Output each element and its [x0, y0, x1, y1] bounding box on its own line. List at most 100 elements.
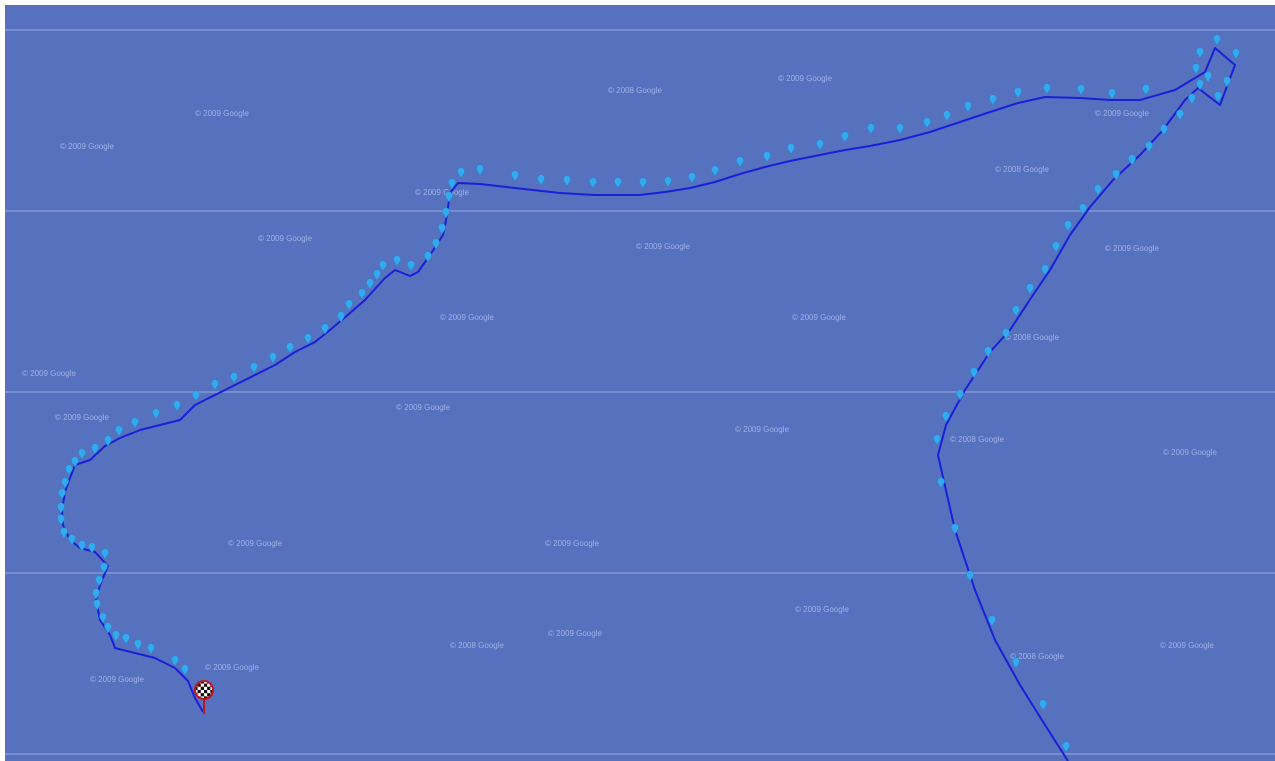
waypoint-marker-icon[interactable]: [816, 139, 824, 151]
waypoint-marker-icon[interactable]: [181, 664, 189, 676]
waypoint-marker-icon[interactable]: [345, 299, 353, 311]
waypoint-marker-icon[interactable]: [115, 425, 123, 437]
waypoint-marker-icon[interactable]: [407, 260, 415, 272]
waypoint-marker-icon[interactable]: [192, 390, 200, 402]
waypoint-marker-icon[interactable]: [1196, 79, 1204, 91]
waypoint-marker-icon[interactable]: [122, 633, 130, 645]
waypoint-marker-icon[interactable]: [942, 411, 950, 423]
waypoint-marker-icon[interactable]: [476, 164, 484, 176]
waypoint-marker-icon[interactable]: [101, 548, 109, 560]
waypoint-marker-icon[interactable]: [112, 630, 120, 642]
waypoint-marker-icon[interactable]: [688, 172, 696, 184]
waypoint-marker-icon[interactable]: [1079, 203, 1087, 215]
waypoint-marker-icon[interactable]: [1041, 264, 1049, 276]
waypoint-marker-icon[interactable]: [1012, 305, 1020, 317]
waypoint-marker-icon[interactable]: [104, 435, 112, 447]
waypoint-marker-icon[interactable]: [1002, 328, 1010, 340]
waypoint-marker-icon[interactable]: [984, 346, 992, 358]
waypoint-marker-icon[interactable]: [956, 389, 964, 401]
waypoint-marker-icon[interactable]: [366, 278, 374, 290]
waypoint-marker-icon[interactable]: [639, 177, 647, 189]
waypoint-marker-icon[interactable]: [448, 178, 456, 190]
waypoint-marker-icon[interactable]: [1012, 657, 1020, 669]
waypoint-marker-icon[interactable]: [99, 612, 107, 624]
waypoint-marker-icon[interactable]: [1213, 34, 1221, 46]
waypoint-marker-icon[interactable]: [1014, 87, 1022, 99]
waypoint-marker-icon[interactable]: [91, 443, 99, 455]
waypoint-marker-icon[interactable]: [60, 527, 68, 539]
waypoint-marker-icon[interactable]: [432, 238, 440, 250]
waypoint-marker-icon[interactable]: [966, 570, 974, 582]
waypoint-marker-icon[interactable]: [438, 223, 446, 235]
waypoint-marker-icon[interactable]: [71, 456, 79, 468]
waypoint-marker-icon[interactable]: [93, 599, 101, 611]
waypoint-marker-icon[interactable]: [95, 575, 103, 587]
waypoint-marker-icon[interactable]: [57, 514, 65, 526]
waypoint-marker-icon[interactable]: [1112, 169, 1120, 181]
waypoint-marker-icon[interactable]: [970, 367, 978, 379]
waypoint-marker-icon[interactable]: [951, 523, 959, 535]
waypoint-marker-icon[interactable]: [1108, 88, 1116, 100]
waypoint-marker-icon[interactable]: [1176, 109, 1184, 121]
waypoint-marker-icon[interactable]: [964, 101, 972, 113]
waypoint-marker-icon[interactable]: [1039, 699, 1047, 711]
waypoint-marker-icon[interactable]: [1214, 91, 1222, 103]
waypoint-marker-icon[interactable]: [841, 131, 849, 143]
waypoint-marker-icon[interactable]: [711, 165, 719, 177]
waypoint-marker-icon[interactable]: [1142, 84, 1150, 96]
waypoint-marker-icon[interactable]: [171, 655, 179, 667]
waypoint-marker-icon[interactable]: [173, 400, 181, 412]
waypoint-marker-icon[interactable]: [424, 251, 432, 263]
waypoint-marker-icon[interactable]: [88, 542, 96, 554]
waypoint-marker-icon[interactable]: [988, 615, 996, 627]
waypoint-marker-icon[interactable]: [989, 94, 997, 106]
waypoint-marker-icon[interactable]: [867, 123, 875, 135]
waypoint-marker-icon[interactable]: [152, 408, 160, 420]
waypoint-marker-icon[interactable]: [379, 260, 387, 272]
waypoint-marker-icon[interactable]: [337, 311, 345, 323]
waypoint-marker-icon[interactable]: [358, 288, 366, 300]
waypoint-marker-icon[interactable]: [78, 448, 86, 460]
waypoint-marker-icon[interactable]: [943, 110, 951, 122]
waypoint-marker-icon[interactable]: [147, 643, 155, 655]
waypoint-marker-icon[interactable]: [511, 170, 519, 182]
waypoint-marker-icon[interactable]: [68, 534, 76, 546]
waypoint-marker-icon[interactable]: [250, 362, 258, 374]
waypoint-marker-icon[interactable]: [100, 562, 108, 574]
waypoint-marker-icon[interactable]: [1223, 76, 1231, 88]
waypoint-marker-icon[interactable]: [393, 255, 401, 267]
waypoint-marker-icon[interactable]: [563, 175, 571, 187]
waypoint-marker-icon[interactable]: [1160, 124, 1168, 136]
waypoint-marker-icon[interactable]: [537, 174, 545, 186]
waypoint-marker-icon[interactable]: [923, 117, 931, 129]
waypoint-marker-icon[interactable]: [445, 191, 453, 203]
waypoint-marker-icon[interactable]: [286, 342, 294, 354]
waypoint-marker-icon[interactable]: [321, 323, 329, 335]
waypoint-marker-icon[interactable]: [457, 167, 465, 179]
waypoint-marker-icon[interactable]: [57, 502, 65, 514]
waypoint-marker-icon[interactable]: [896, 123, 904, 135]
waypoint-marker-icon[interactable]: [78, 540, 86, 552]
waypoint-marker-icon[interactable]: [373, 269, 381, 281]
waypoint-marker-icon[interactable]: [61, 477, 69, 489]
waypoint-marker-icon[interactable]: [92, 588, 100, 600]
waypoint-marker-icon[interactable]: [787, 143, 795, 155]
waypoint-marker-icon[interactable]: [269, 352, 277, 364]
waypoint-marker-icon[interactable]: [1026, 283, 1034, 295]
waypoint-marker-icon[interactable]: [664, 176, 672, 188]
waypoint-marker-icon[interactable]: [1204, 71, 1212, 83]
waypoint-marker-icon[interactable]: [1192, 63, 1200, 75]
waypoint-marker-icon[interactable]: [1128, 154, 1136, 166]
waypoint-marker-icon[interactable]: [1145, 141, 1153, 153]
waypoint-marker-icon[interactable]: [131, 417, 139, 429]
checkered-flag-icon[interactable]: [194, 680, 214, 714]
waypoint-marker-icon[interactable]: [1052, 241, 1060, 253]
waypoint-marker-icon[interactable]: [304, 333, 312, 345]
waypoint-marker-icon[interactable]: [1062, 741, 1070, 753]
waypoint-marker-icon[interactable]: [1196, 47, 1204, 59]
waypoint-marker-icon[interactable]: [1094, 184, 1102, 196]
waypoint-marker-icon[interactable]: [1232, 48, 1240, 60]
waypoint-marker-icon[interactable]: [763, 151, 771, 163]
waypoint-marker-icon[interactable]: [1064, 220, 1072, 232]
